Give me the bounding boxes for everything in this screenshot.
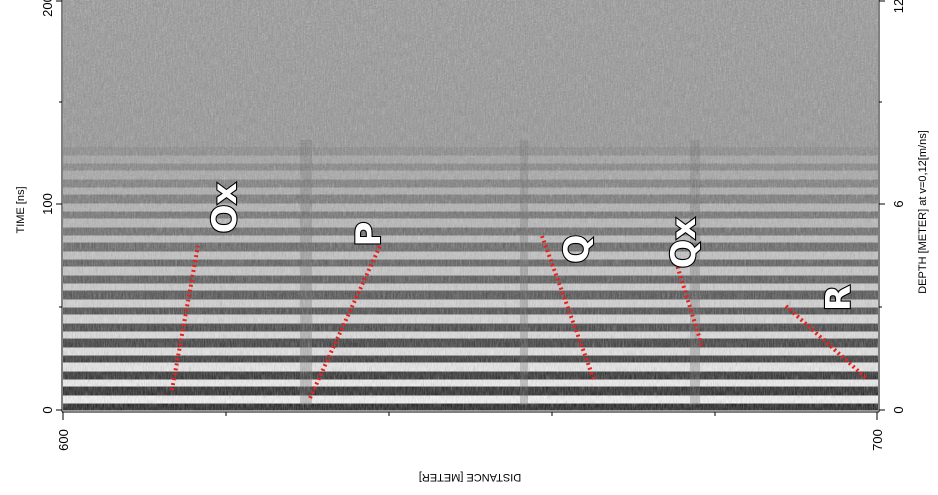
- marker-label-p: P: [349, 222, 389, 247]
- marker-label-q: Q: [557, 235, 597, 264]
- interpretation-markers: Ox P Q Qx R: [204, 181, 860, 312]
- left-tick-label: 100: [40, 193, 55, 215]
- bottom-axis-title: DISTANCE [METER]: [419, 471, 521, 483]
- marker-label-r: R: [819, 285, 859, 311]
- right-tick-label: 6: [891, 200, 906, 207]
- right-tick-label: 0: [891, 406, 906, 413]
- bottom-tick-label: 600: [56, 429, 71, 451]
- bottom-tick-label: 700: [870, 429, 885, 451]
- marker-label-ox: Ox: [205, 183, 245, 234]
- left-tick-label: 200: [40, 0, 55, 17]
- left-axis-title: TIME [ns]: [15, 186, 27, 233]
- right-axis-title: DEPTH [METER] at v=0,12[m/ns]: [917, 130, 929, 294]
- axis-frame: [61, 0, 880, 413]
- right-tick-label: 12: [891, 0, 906, 13]
- right-axis: 0 6 12 DEPTH [METER] at v=0,12[m/ns]: [879, 0, 929, 414]
- ox-line: [170, 245, 200, 391]
- left-tick-label: 0: [40, 406, 55, 413]
- left-axis: 0 100 200 TIME [ns]: [15, 0, 62, 414]
- radargram-image: [63, 0, 878, 411]
- bottom-axis: 600 700 DISTANCE [METER]: [56, 412, 885, 483]
- q-line: [540, 235, 596, 381]
- marker-label-qx: Qx: [664, 218, 704, 269]
